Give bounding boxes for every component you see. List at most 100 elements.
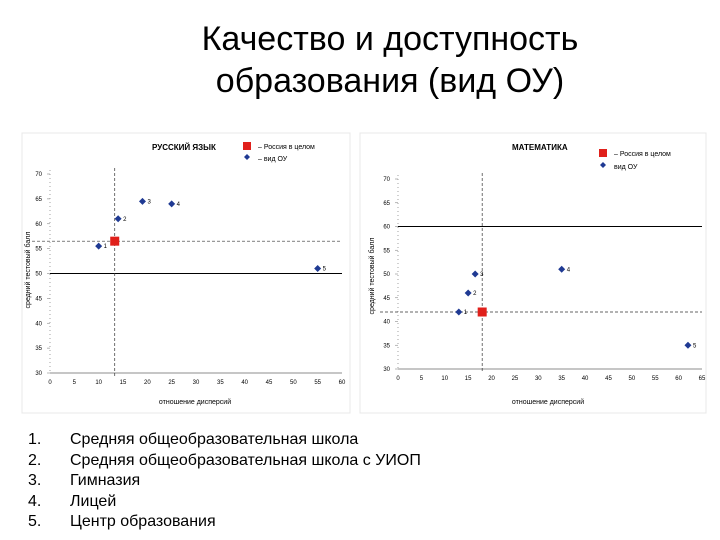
data-point-marker bbox=[95, 242, 103, 250]
y-tick-label: 50 bbox=[383, 272, 390, 278]
chart-frame bbox=[21, 132, 351, 414]
legend-ou-marker bbox=[600, 162, 606, 168]
x-tick-label: 55 bbox=[314, 380, 321, 386]
y-tick-label: 35 bbox=[35, 346, 42, 352]
data-point-label: 4 bbox=[567, 267, 571, 273]
data-point-label: 3 bbox=[147, 199, 151, 205]
data-point-label: 2 bbox=[123, 217, 127, 223]
data-point-label: 3 bbox=[480, 272, 484, 278]
x-tick-label: 10 bbox=[441, 376, 448, 382]
list-item-text: Центр образования bbox=[70, 513, 216, 530]
school-type-list: 1. Средняя общеобразовательная школа 2. Ср… bbox=[28, 430, 421, 533]
chart-title: РУССКИЙ ЯЗЫК bbox=[152, 143, 216, 152]
x-tick-label: 15 bbox=[465, 376, 472, 382]
data-point-label: 5 bbox=[693, 343, 697, 349]
legend-ou-marker bbox=[244, 154, 250, 160]
data-point-marker bbox=[314, 265, 322, 273]
x-tick-label: 25 bbox=[512, 376, 519, 382]
legend-ou-label: – вид ОУ bbox=[258, 156, 288, 163]
y-tick-label: 55 bbox=[35, 247, 42, 253]
list-item: 1. Средняя общеобразовательная школа bbox=[28, 430, 421, 451]
chart-frame bbox=[359, 132, 707, 414]
x-tick-label: 50 bbox=[629, 376, 636, 382]
y-tick-label: 40 bbox=[35, 321, 42, 327]
x-tick-label: 40 bbox=[582, 376, 589, 382]
x-tick-label: 40 bbox=[241, 380, 248, 386]
x-tick-label: 35 bbox=[217, 380, 224, 386]
russia-point-marker bbox=[110, 236, 120, 246]
x-tick-label: 5 bbox=[420, 376, 424, 382]
legend-russia-marker bbox=[599, 149, 607, 157]
y-tick-label: 60 bbox=[35, 222, 42, 228]
list-item-number: 5. bbox=[28, 513, 42, 530]
x-tick-label: 0 bbox=[396, 376, 400, 382]
list-item: 2. Средняя общеобразовательная школа с УИ… bbox=[28, 451, 421, 472]
x-tick-label: 60 bbox=[675, 376, 682, 382]
y-tick-label: 45 bbox=[383, 296, 390, 302]
data-point-marker bbox=[464, 289, 472, 297]
y-tick-label: 35 bbox=[383, 343, 390, 349]
y-tick-label: 55 bbox=[383, 248, 390, 254]
chart-title: МАТЕМАТИКА bbox=[512, 143, 568, 152]
x-tick-label: 35 bbox=[558, 376, 565, 382]
y-axis-label: средний тестовый балл bbox=[24, 232, 32, 309]
x-tick-label: 0 bbox=[48, 380, 52, 386]
x-tick-label: 30 bbox=[193, 380, 200, 386]
list-item-number: 4. bbox=[28, 492, 42, 510]
x-tick-label: 45 bbox=[266, 380, 273, 386]
data-point-label: 2 bbox=[473, 291, 477, 297]
data-point-marker bbox=[455, 308, 463, 316]
x-tick-label: 5 bbox=[73, 380, 77, 386]
x-tick-label: 45 bbox=[605, 376, 612, 382]
x-tick-label: 50 bbox=[290, 380, 297, 386]
x-tick-label: 25 bbox=[168, 380, 175, 386]
page-title-line-1: Качество и доступность bbox=[201, 20, 579, 58]
x-tick-label: 55 bbox=[652, 376, 659, 382]
list-item: 5. Центр образования bbox=[28, 512, 421, 533]
list-item-number: 2. bbox=[28, 451, 42, 469]
x-tick-label: 30 bbox=[535, 376, 542, 382]
data-point-label: 4 bbox=[177, 202, 181, 208]
x-tick-label: 20 bbox=[488, 376, 495, 382]
list-item-text: Гимназия bbox=[70, 472, 141, 489]
data-point-label: 1 bbox=[104, 244, 108, 250]
page-title-line-2: образования (вид ОУ) bbox=[215, 62, 565, 100]
x-tick-label: 60 bbox=[339, 380, 346, 386]
y-tick-label: 65 bbox=[383, 201, 390, 207]
y-tick-label: 60 bbox=[383, 225, 390, 231]
list-item-text: Средняя общеобразовательная школа с УИОП bbox=[70, 451, 421, 469]
y-tick-label: 30 bbox=[35, 371, 42, 377]
list-item-text: Лицей bbox=[70, 492, 117, 510]
y-axis-label: средний тестовый балл bbox=[368, 238, 376, 315]
data-point-label: 1 bbox=[464, 310, 468, 316]
legend-russia-label: – Россия в целом bbox=[614, 151, 671, 158]
y-tick-label: 45 bbox=[35, 296, 42, 302]
list-item-number: 3. bbox=[28, 472, 42, 489]
legend-ou-label: вид ОУ bbox=[614, 164, 638, 171]
russia-point-marker bbox=[477, 307, 487, 317]
y-tick-label: 40 bbox=[383, 320, 390, 326]
x-tick-label: 15 bbox=[120, 380, 127, 386]
x-axis-label: отношение дисперсий bbox=[512, 398, 584, 406]
data-point-marker bbox=[114, 215, 122, 223]
y-tick-label: 70 bbox=[35, 172, 42, 178]
list-item-number: 1. bbox=[28, 431, 42, 448]
x-tick-label: 65 bbox=[699, 376, 706, 382]
list-item-text: Средняя общеобразовательная школа bbox=[70, 431, 359, 448]
legend-russia-marker bbox=[243, 142, 251, 150]
data-point-marker bbox=[138, 197, 146, 205]
x-tick-label: 10 bbox=[95, 380, 102, 386]
y-tick-label: 70 bbox=[383, 177, 390, 183]
x-tick-label: 20 bbox=[144, 380, 151, 386]
data-point-marker bbox=[558, 265, 566, 273]
y-tick-label: 50 bbox=[35, 272, 42, 278]
x-axis-label: отношение дисперсий bbox=[159, 398, 231, 406]
data-point-marker bbox=[684, 341, 692, 349]
legend-russia-label: – Россия в целом bbox=[258, 144, 315, 151]
y-tick-label: 65 bbox=[35, 197, 42, 203]
y-tick-label: 30 bbox=[383, 367, 390, 373]
data-point-label: 5 bbox=[323, 267, 327, 273]
page-title: Качество и доступность образования (вид … bbox=[0, 18, 720, 102]
